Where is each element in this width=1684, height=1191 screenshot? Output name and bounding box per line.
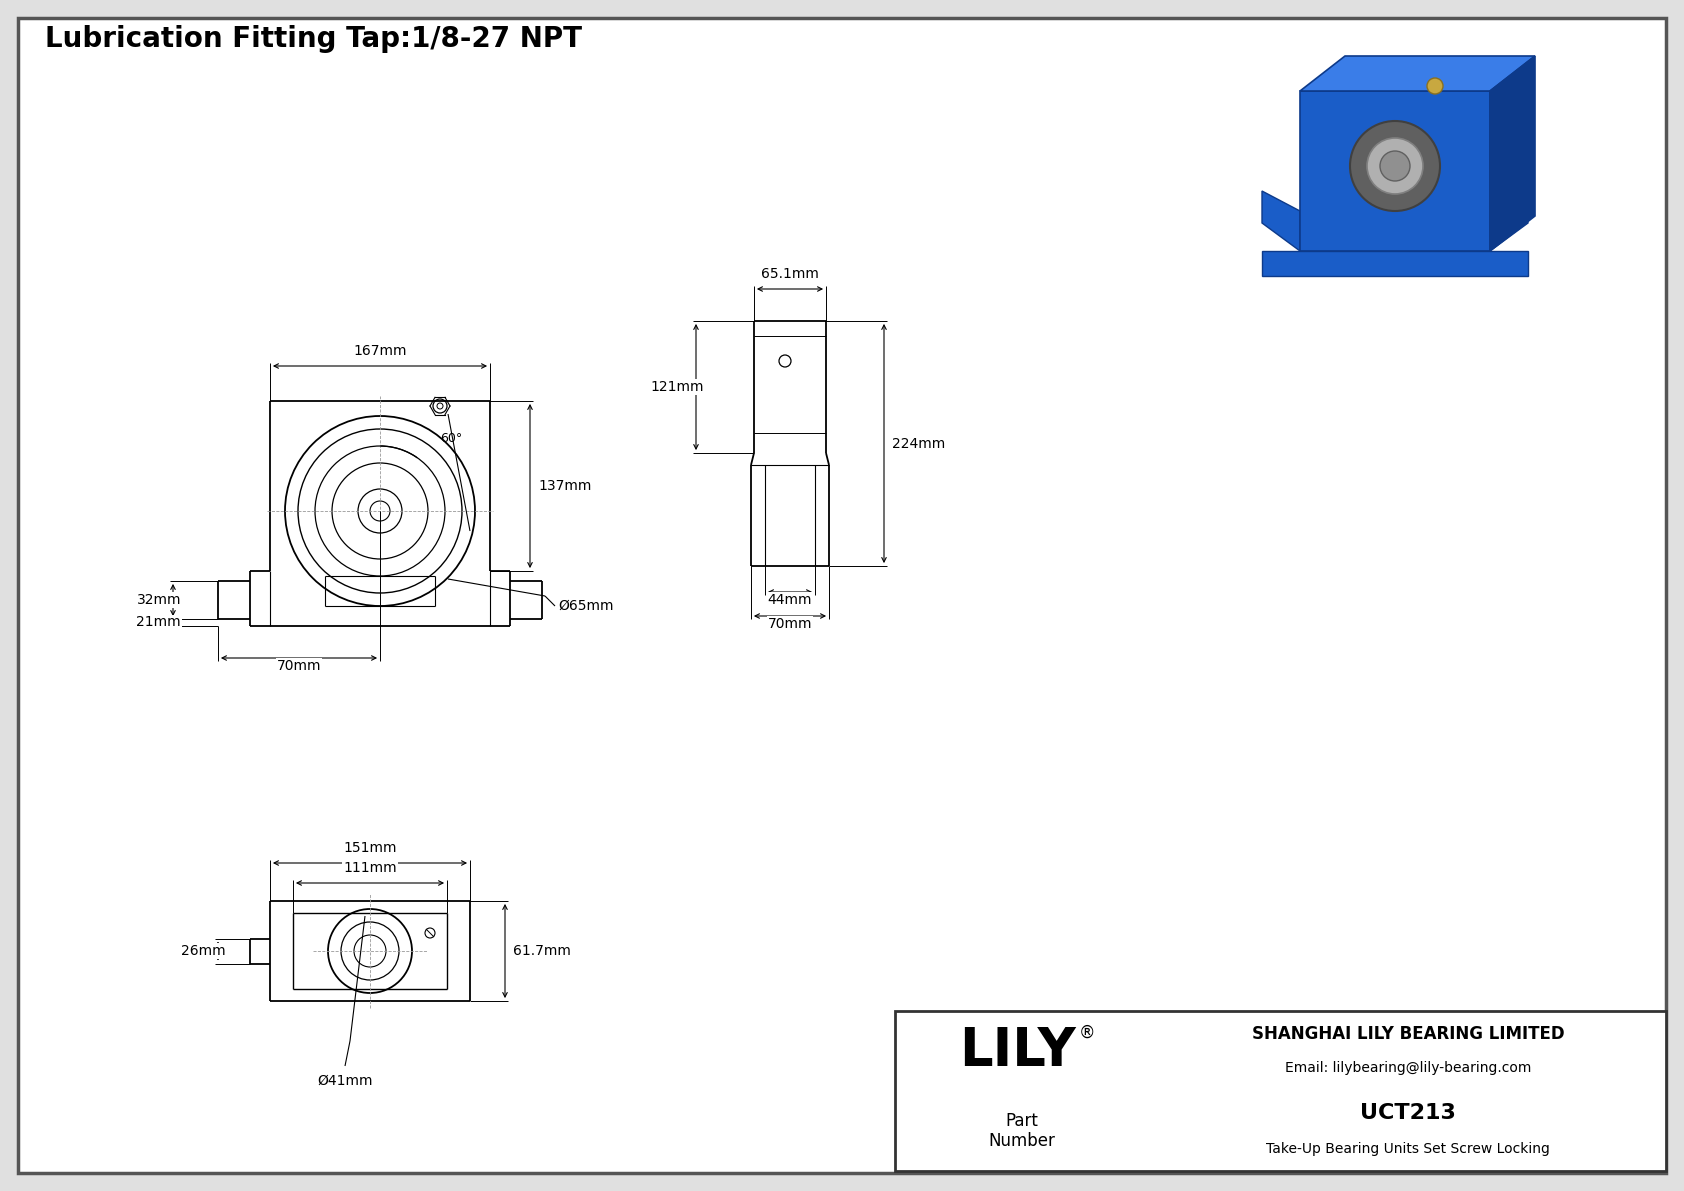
Text: Lubrication Fitting Tap:1/8-27 NPT: Lubrication Fitting Tap:1/8-27 NPT [45, 25, 583, 54]
Bar [894, 1011, 1665, 1171]
Text: 60°: 60° [440, 432, 461, 445]
Text: 70mm: 70mm [276, 659, 322, 673]
Text: 167mm: 167mm [354, 344, 408, 358]
Polygon shape [1490, 191, 1527, 251]
Text: LILY: LILY [958, 1025, 1076, 1077]
Text: 137mm: 137mm [537, 479, 591, 493]
Text: 70mm: 70mm [768, 617, 812, 631]
Text: 111mm: 111mm [344, 861, 397, 875]
Text: SHANGHAI LILY BEARING LIMITED: SHANGHAI LILY BEARING LIMITED [1251, 1025, 1564, 1043]
Text: 121mm: 121mm [650, 380, 704, 394]
Circle shape [1426, 77, 1443, 94]
Text: Part
Number: Part Number [989, 1111, 1056, 1151]
Text: UCT213: UCT213 [1361, 1103, 1457, 1123]
Text: 65.1mm: 65.1mm [761, 267, 818, 281]
Circle shape [1351, 121, 1440, 211]
Polygon shape [1261, 191, 1300, 251]
Polygon shape [1300, 56, 1536, 91]
Text: Ø41mm: Ø41mm [317, 1074, 372, 1089]
Text: Take-Up Bearing Units Set Screw Locking: Take-Up Bearing Units Set Screw Locking [1266, 1142, 1549, 1156]
Text: Email: lilybearing@lily-bearing.com: Email: lilybearing@lily-bearing.com [1285, 1061, 1531, 1075]
Text: 32mm: 32mm [136, 593, 180, 607]
Circle shape [1379, 151, 1410, 181]
Text: 151mm: 151mm [344, 841, 397, 855]
Polygon shape [1300, 91, 1490, 251]
Polygon shape [1490, 56, 1536, 251]
Polygon shape [1261, 251, 1527, 276]
Text: 26mm: 26mm [182, 944, 226, 958]
Text: ®: ® [1079, 1024, 1095, 1042]
Text: 224mm: 224mm [893, 436, 945, 450]
Circle shape [1367, 138, 1423, 194]
Text: 21mm: 21mm [136, 616, 180, 630]
Text: 61.7mm: 61.7mm [514, 944, 571, 958]
Text: 44mm: 44mm [768, 593, 812, 607]
Text: Ø65mm: Ø65mm [557, 599, 613, 613]
